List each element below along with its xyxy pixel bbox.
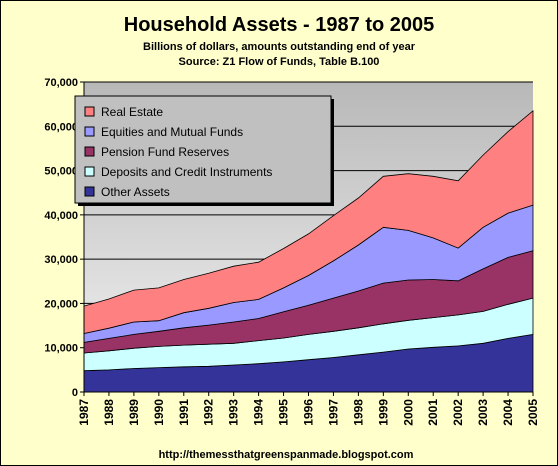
- x-tick-label-1994: 1994: [252, 399, 266, 426]
- x-tick-label-2002: 2002: [451, 399, 465, 426]
- area-real-estate: [83, 109, 534, 334]
- x-tick-label-1995: 1995: [277, 399, 291, 426]
- chart-title: Household Assets - 1987 to 2005: [124, 14, 435, 36]
- x-tick-label-2003: 2003: [476, 399, 490, 426]
- legend-swatch-equities-and-mutual-funds: [84, 126, 95, 137]
- x-tick-label-2004: 2004: [501, 399, 515, 426]
- x-tick-label-2000: 2000: [401, 399, 415, 426]
- legend: Real Estate Equities and Mutual Funds Pens…: [74, 95, 334, 206]
- x-tick-label-1999: 1999: [376, 399, 390, 426]
- legend-label-other-assets: Other Assets: [101, 185, 170, 199]
- y-tick-label-1: 10,000: [44, 343, 78, 355]
- legend-box: [74, 95, 332, 204]
- y-tick-label-3: 30,000: [44, 254, 78, 266]
- x-tick-label-2005: 2005: [526, 399, 540, 426]
- x-tick-label-1992: 1992: [202, 399, 216, 426]
- x-tick-label-2001: 2001: [426, 399, 440, 426]
- x-tick-label-1991: 1991: [177, 399, 191, 426]
- legend-swatch-deposits-and-credit-instruments: [84, 166, 95, 177]
- y-tick-label-6: 60,000: [44, 121, 78, 133]
- legend-label-real-estate: Real Estate: [101, 105, 163, 119]
- legend-swatch-other-assets: [84, 186, 95, 197]
- footer-url: http://themessthatgreenspanmade.blogspot…: [159, 449, 414, 461]
- x-tick-label-1997: 1997: [326, 399, 340, 426]
- legend-label-deposits-and-credit-instruments: Deposits and Credit Instruments: [101, 165, 272, 179]
- y-tick-label-5: 50,000: [44, 166, 78, 178]
- y-tick-label-7: 70,000: [44, 77, 78, 89]
- chart-subtitle-line-2: Source: Z1 Flow of Funds, Table B.100: [179, 56, 380, 68]
- x-tick-label-1993: 1993: [227, 399, 241, 426]
- x-tick-label-1996: 1996: [302, 399, 316, 426]
- x-tick-label-1998: 1998: [351, 399, 365, 426]
- legend-label-pension-fund-reserves: Pension Fund Reserves: [101, 145, 229, 159]
- x-tick-label-1988: 1988: [102, 399, 116, 426]
- x-tick-label-1990: 1990: [152, 399, 166, 426]
- y-tick-label-4: 40,000: [44, 210, 78, 222]
- legend-swatch-pension-fund-reserves: [84, 146, 95, 157]
- legend-swatch-real-estate: [84, 106, 95, 117]
- legend-label-equities-and-mutual-funds: Equities and Mutual Funds: [101, 125, 243, 139]
- x-tick-label-1989: 1989: [127, 399, 141, 426]
- x-tick-label-1987: 1987: [77, 399, 91, 426]
- y-tick-label-0: 0: [72, 387, 78, 399]
- y-tick-label-2: 20,000: [44, 298, 78, 310]
- chart-subtitle-line-1: Billions of dollars, amounts outstanding…: [143, 41, 416, 53]
